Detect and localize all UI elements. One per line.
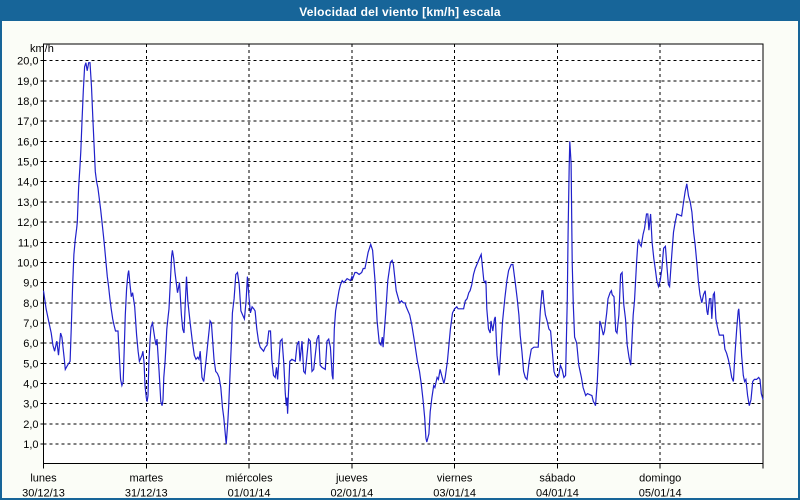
y-axis-tick-label: 7,0 xyxy=(23,318,38,330)
y-axis-tick-label: 1,0 xyxy=(23,439,38,451)
x-axis-date-label: 31/12/13 xyxy=(125,488,168,500)
x-axis-day-label: jueves xyxy=(335,473,368,485)
y-axis-unit-label: km/h xyxy=(30,43,54,55)
chart-title-bar: Velocidad del viento [km/h] escala xyxy=(2,2,798,21)
y-axis-tick-label: 15,0 xyxy=(17,157,38,169)
x-axis-date-label: 03/01/14 xyxy=(433,488,476,500)
x-axis-day-label: lunes xyxy=(30,473,57,485)
plot-frame xyxy=(43,43,764,464)
y-axis-tick-label: 6,0 xyxy=(23,338,38,350)
y-axis-tick-label: 3,0 xyxy=(23,399,38,411)
x-axis-date-label: 30/12/13 xyxy=(22,488,65,500)
y-axis-tick-label: 19,0 xyxy=(17,76,38,88)
x-axis-date-label: 02/01/14 xyxy=(330,488,373,500)
x-axis-day-label: miércoles xyxy=(226,473,274,485)
chart-title: Velocidad del viento [km/h] escala xyxy=(299,4,501,19)
y-axis-tick-label: 9,0 xyxy=(23,278,38,290)
y-axis-tick-label: 16,0 xyxy=(17,136,38,148)
y-axis-tick-label: 14,0 xyxy=(17,177,38,189)
y-axis-tick-label: 20,0 xyxy=(17,56,38,68)
y-axis-tick-label: 10,0 xyxy=(17,257,38,269)
plot-background xyxy=(43,44,763,464)
x-axis-day-label: sábado xyxy=(539,473,575,485)
x-axis-day-label: domingo xyxy=(639,473,681,485)
y-axis-tick-label: 5,0 xyxy=(23,358,38,370)
x-axis-date-label: 01/01/14 xyxy=(228,488,271,500)
wind-speed-line xyxy=(42,62,764,445)
y-axis-tick-label: 8,0 xyxy=(23,298,38,310)
y-axis-tick-label: 12,0 xyxy=(17,217,38,229)
x-axis-date-label: 05/01/14 xyxy=(639,488,682,500)
y-axis-tick-label: 4,0 xyxy=(23,378,38,390)
y-axis-tick-label: 11,0 xyxy=(18,237,39,249)
y-axis-tick-label: 17,0 xyxy=(17,116,38,128)
x-axis-date-label: 04/01/14 xyxy=(536,488,579,500)
x-axis-day-label: martes xyxy=(129,473,163,485)
y-axis-tick-label: 18,0 xyxy=(17,96,38,108)
x-axis-day-label: viernes xyxy=(437,473,473,485)
y-axis-tick-label: 13,0 xyxy=(17,197,38,209)
y-axis-tick-label: 2,0 xyxy=(23,419,38,431)
